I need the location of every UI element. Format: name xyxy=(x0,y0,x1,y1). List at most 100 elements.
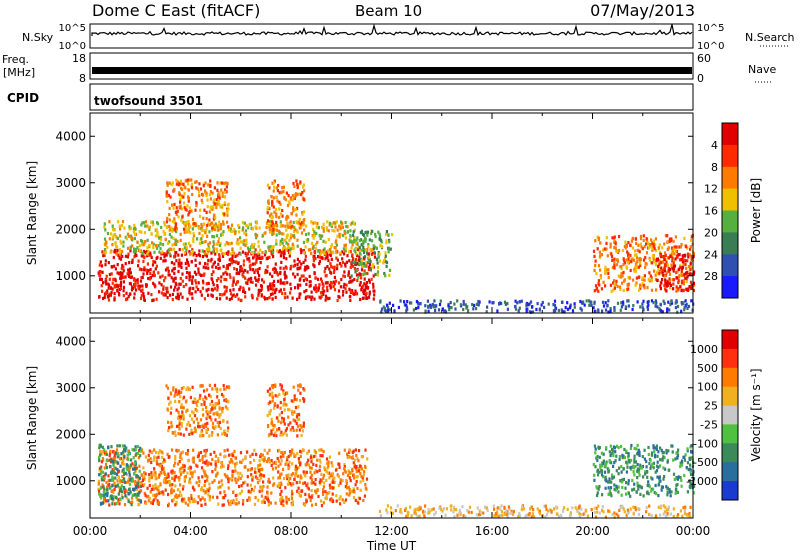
heatmap-cell xyxy=(98,459,101,463)
heatmap-cell xyxy=(178,413,181,417)
heatmap-cell xyxy=(238,271,241,276)
heatmap-cell xyxy=(274,228,277,232)
heatmap-cell xyxy=(652,444,655,448)
heatmap-cell xyxy=(245,241,248,245)
heatmap-cell xyxy=(346,230,349,234)
heatmap-cell xyxy=(210,418,213,422)
heatmap-cell xyxy=(295,179,298,183)
heatmap-cell xyxy=(183,201,186,205)
heatmap-cell xyxy=(117,492,120,496)
heatmap-cell xyxy=(330,461,333,465)
heatmap-cell xyxy=(124,275,127,279)
heatmap-cell xyxy=(180,194,183,198)
heatmap-cell xyxy=(405,309,408,313)
heatmap-cell xyxy=(573,302,576,306)
heatmap-cell xyxy=(249,280,252,284)
heatmap-cell xyxy=(116,484,119,488)
heatmap-cell xyxy=(384,254,387,258)
heatmap-cell xyxy=(167,429,170,433)
heatmap-cell xyxy=(653,455,657,459)
heatmap-cell xyxy=(302,421,305,425)
heatmap-cell xyxy=(387,250,390,254)
heatmap-cell xyxy=(270,421,273,425)
heatmap-cell xyxy=(613,483,616,487)
heatmap-cell xyxy=(216,389,219,393)
heatmap-cell xyxy=(205,490,208,494)
heatmap-cell xyxy=(692,491,695,495)
heatmap-cell xyxy=(437,308,441,312)
heatmap-cell xyxy=(273,424,276,428)
freq-bottom-tick: 8 xyxy=(79,72,86,85)
heatmap-cell xyxy=(585,299,588,303)
heatmap-cell xyxy=(218,191,221,195)
heatmap-cell xyxy=(639,263,642,267)
heatmap-cell xyxy=(263,448,266,452)
heatmap-cell xyxy=(633,454,636,458)
heatmap-cell xyxy=(592,462,595,467)
heatmap-cell xyxy=(410,301,413,305)
heatmap-cell xyxy=(161,252,164,256)
heatmap-cell xyxy=(227,453,231,457)
heatmap-cell xyxy=(349,250,352,254)
heatmap-cell xyxy=(327,461,330,465)
heatmap-cell xyxy=(364,230,367,235)
heatmap-cell xyxy=(313,232,316,236)
heatmap-cell xyxy=(226,448,229,452)
heatmap-cell xyxy=(525,310,528,314)
heatmap-cell xyxy=(98,295,101,299)
heatmap-cell xyxy=(230,459,234,463)
heatmap-cell xyxy=(197,287,200,292)
heatmap-cell xyxy=(162,259,165,263)
heatmap-cell xyxy=(324,294,328,298)
heatmap-cell xyxy=(272,223,275,227)
heatmap-cell xyxy=(156,231,159,235)
heatmap-cell xyxy=(617,485,620,489)
heatmap-cell xyxy=(354,258,357,262)
heatmap-cell xyxy=(294,405,298,410)
heatmap-cell xyxy=(374,245,377,249)
heatmap-cell xyxy=(325,256,328,260)
heatmap-cell xyxy=(119,479,122,483)
heatmap-cell xyxy=(198,396,201,401)
heatmap-cell xyxy=(173,464,176,468)
heatmap-cell xyxy=(189,465,192,469)
heatmap-cell xyxy=(371,248,374,252)
heatmap-cell xyxy=(340,223,343,227)
heatmap-cell xyxy=(255,278,258,282)
heatmap-cell xyxy=(209,395,212,399)
heatmap-cell xyxy=(114,484,117,489)
heatmap-cell xyxy=(647,299,650,304)
heatmap-cell xyxy=(301,211,304,215)
heatmap-cell xyxy=(652,461,655,465)
heatmap-cell xyxy=(183,206,186,210)
heatmap-cell xyxy=(356,486,359,491)
heatmap-cell xyxy=(104,259,107,263)
heatmap-cell xyxy=(281,232,284,236)
heatmap-cell xyxy=(233,449,236,454)
heatmap-cell xyxy=(660,448,663,452)
heatmap-cell xyxy=(121,496,124,500)
heatmap-cell xyxy=(217,486,220,490)
heatmap-cell xyxy=(152,270,155,274)
heatmap-cell xyxy=(613,245,616,250)
heatmap-cell xyxy=(164,276,167,280)
heatmap-cell xyxy=(123,444,126,448)
heatmap-cell xyxy=(153,455,156,459)
heatmap-cell xyxy=(362,290,365,294)
heatmap-cell xyxy=(169,400,172,404)
heatmap-cell xyxy=(119,286,123,291)
heatmap-cell xyxy=(235,271,238,275)
heatmap-cell xyxy=(103,450,106,455)
heatmap-cell xyxy=(116,271,119,275)
heatmap-cell xyxy=(108,503,111,507)
heatmap-cell xyxy=(352,220,355,224)
heatmap-cell xyxy=(187,420,190,424)
heatmap-cell xyxy=(362,256,365,260)
heatmap-cell xyxy=(269,408,272,413)
heatmap-cell xyxy=(346,486,349,490)
heatmap-cell xyxy=(212,200,215,204)
heatmap-cell xyxy=(618,248,621,253)
heatmap-cell xyxy=(214,227,217,232)
heatmap-cell xyxy=(205,429,208,433)
colorbar-swatch xyxy=(722,123,738,146)
